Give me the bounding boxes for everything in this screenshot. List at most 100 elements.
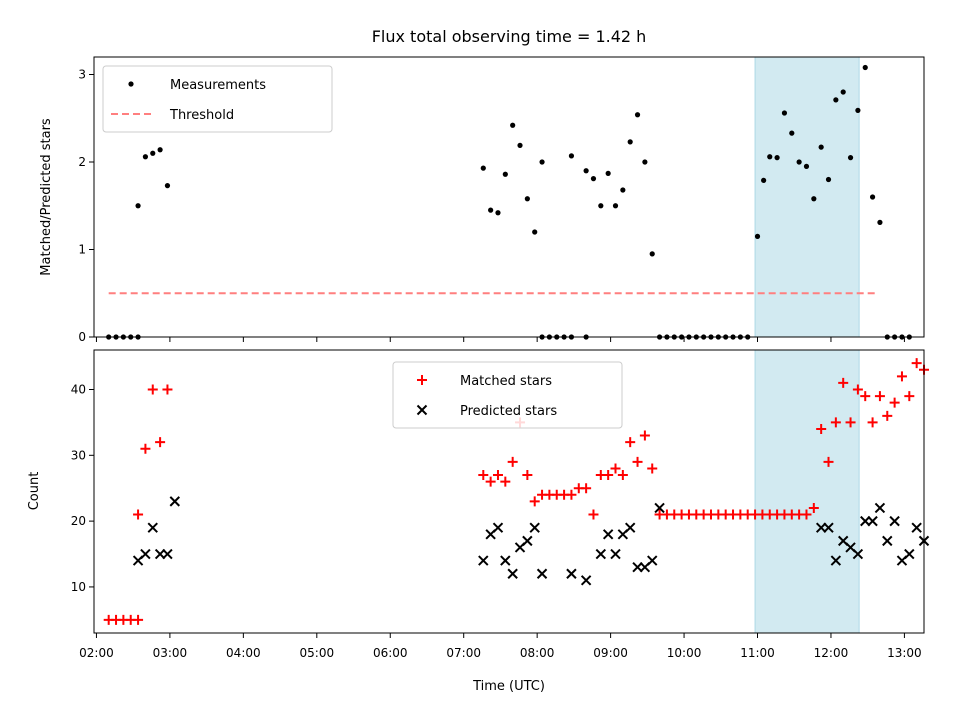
predicted-star-point [852,548,864,560]
predicted-star-point [882,535,893,547]
bottom-y-tick-label: 10 [71,580,86,594]
matched-star-point [801,509,812,520]
matched-star-point [133,509,144,520]
measurement-point [789,130,795,136]
measurement-point [517,142,523,148]
matched-star-point [639,430,650,441]
measurement-point [488,207,494,213]
top-legend-box [102,65,333,133]
matched-star-point [162,384,173,395]
predicted-star-point [602,529,614,540]
matched-star-point [617,470,628,481]
matched-star-point [808,502,819,513]
measurement-point [754,233,761,239]
top-y-axis-label: Matched/Predicted stars [39,118,54,276]
top-y-tick-label: 0 [78,330,86,344]
measurement-point [855,107,861,113]
measurement-point [833,97,839,103]
measurement-point [164,183,171,189]
matched-star-point [852,384,863,395]
top-y-tick-label: 1 [78,243,86,257]
predicted-star-point [536,568,548,579]
legend-measurements-label: Measurements [170,78,266,93]
legend-predicted-label: Predicted stars [460,404,557,419]
measurement-point [539,159,545,165]
predicted-star-point [522,535,533,547]
predicted-star-point [830,555,842,566]
measurement-point [598,203,604,209]
matched-star-point [492,470,503,481]
measurement-point [847,155,854,161]
matched-star-point [485,476,496,487]
x-tick-label: 12:00 [814,646,849,660]
measurement-point [627,139,633,145]
measurement-point [620,187,626,193]
bottom-y-axis-label: Count [27,472,42,511]
predicted-star-point [823,522,834,533]
legend-predicted-marker [416,404,428,416]
predicted-star-point [478,555,489,566]
bottom-plot-frame [93,349,925,634]
measurement-point [761,177,767,183]
matched-star-point [911,358,922,369]
predicted-star-point [169,496,181,507]
matched-star-point [588,509,599,520]
x-tick-label: 03:00 [153,646,188,660]
matched-star-point [507,456,518,467]
predicted-star-point [610,548,621,560]
measurement-point [862,64,868,71]
matched-star-point [838,377,849,388]
matched-star-point [581,483,592,494]
matched-star-point [632,456,643,467]
x-tick-label: 02:00 [79,646,114,660]
predicted-star-point [500,555,511,566]
legend-measurements-marker [128,81,134,87]
top-legend: Measurements Threshold [102,65,333,133]
measurement-point [524,196,530,202]
legend-threshold-label: Threshold [169,108,234,123]
bottom-panel: 10 20 30 40 02:00 03:00 04:00 05:00 06:00 07:00 08… [27,349,930,694]
matched-star-point [140,443,151,454]
measurement-point [568,153,575,159]
measurement-point [590,176,597,182]
measurement-point [150,150,156,156]
measurement-point [781,110,788,116]
measurement-point [649,251,655,257]
predicted-star-point [492,522,504,533]
predicted-star-point [595,548,607,560]
bottom-y-tick-label: 20 [71,514,86,528]
bottom-legend-box [392,361,623,429]
measurement-point [480,165,486,171]
predicted-star-point [647,555,658,566]
matched-star-point [566,489,577,500]
top-y-tick-label: 2 [78,155,86,169]
bottom-legend: Matched stars Predicted stars [392,361,623,429]
measurement-point [612,203,619,209]
chart-title: Flux total observing time = 1.42 h [372,27,647,46]
matched-star-point [647,463,658,474]
predicted-star-point [580,575,592,586]
bottom-highlight-band [754,349,860,634]
matched-star-point [823,456,834,467]
x-tick-label: 09:00 [593,646,628,660]
matched-star-point [522,470,533,481]
measurement-point [825,176,832,183]
x-axis-label: Time (UTC) [472,679,545,694]
matched-star-point [610,463,621,474]
matched-star-point [874,391,885,402]
matched-star-point [478,470,489,481]
matched-star-point [830,417,841,428]
legend-matched-label: Matched stars [460,374,552,389]
matched-star-point [860,391,871,402]
predicted-star-point [529,522,540,533]
measurement-point [818,144,824,150]
predicted-star-point [874,502,886,514]
predicted-star-point [867,515,878,527]
x-tick-label: 08:00 [520,646,555,660]
bottom-y-tick-label: 30 [71,448,86,462]
predicted-star-point [904,548,915,560]
predicted-star-point [624,522,636,533]
measurement-point [869,194,876,200]
predicted-star-point [507,568,518,579]
